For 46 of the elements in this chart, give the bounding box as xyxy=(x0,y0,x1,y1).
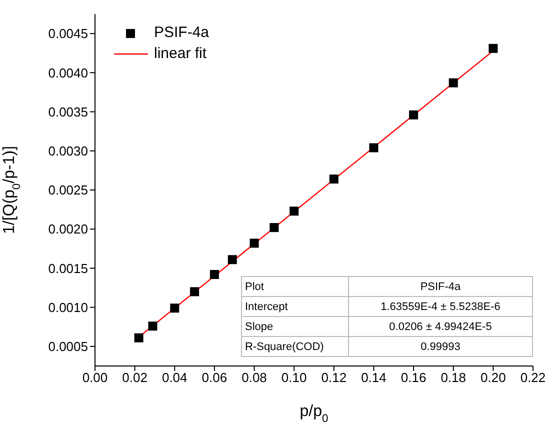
x-tick-label: 0.08 xyxy=(242,370,267,386)
annotation: PSIF-4a xyxy=(348,276,532,296)
point xyxy=(448,78,458,88)
point xyxy=(409,110,418,120)
x-axis-title: p/p$_{0}$ xyxy=(300,403,328,424)
annotation: Plot xyxy=(242,276,348,296)
point xyxy=(190,287,200,296)
y-tick-label: 0.0010 xyxy=(48,300,88,315)
annotation: 1.63559E-4 ± 5.5238E-6 xyxy=(348,296,532,316)
legend-label: linear fit xyxy=(154,44,207,64)
point xyxy=(250,238,259,248)
point xyxy=(210,270,219,279)
x-tick-label: 0.10 xyxy=(281,370,307,386)
point xyxy=(270,223,279,232)
x-tick-label: 0.06 xyxy=(202,370,228,386)
point xyxy=(228,255,237,264)
y-tick-label: 0.0005 xyxy=(48,339,88,354)
x-tick-label: 0.16 xyxy=(400,370,426,386)
annotation: Intercept xyxy=(242,296,348,316)
x-tick-label: 0.18 xyxy=(440,370,466,386)
annotation: R-Square(COD) xyxy=(242,336,348,356)
point xyxy=(369,143,378,152)
y-tick-label: 0.0045 xyxy=(48,26,88,42)
x-tick-label: 0.12 xyxy=(321,370,347,386)
y-tick-label: 0.0040 xyxy=(48,65,88,80)
point xyxy=(134,333,144,342)
annotation: 0.0206 ± 4.99424E-5 xyxy=(348,316,532,336)
point xyxy=(148,322,158,331)
x-tick-label: 0.22 xyxy=(520,370,546,386)
x-tick-label: 0.14 xyxy=(361,370,386,386)
y-tick-label: 0.0030 xyxy=(48,144,88,159)
point xyxy=(329,174,338,184)
y-tick-label: 0.0035 xyxy=(48,104,88,120)
point xyxy=(488,44,498,53)
x-tick-label: 0.00 xyxy=(82,370,108,386)
point xyxy=(290,206,299,216)
point xyxy=(170,304,180,313)
x-tick-label: 0.04 xyxy=(162,370,188,386)
x-tick-label: 0.02 xyxy=(122,370,148,386)
y-tick-label: 0.0025 xyxy=(48,182,88,198)
annotation: 0.99993 xyxy=(348,336,532,356)
legend-label: PSIF-4a xyxy=(154,23,210,43)
y-tick-label: 0.0015 xyxy=(48,260,88,276)
y-tick-label: 0.0020 xyxy=(48,222,88,237)
annotation: Slope xyxy=(242,316,348,336)
x-tick-label: 0.20 xyxy=(480,370,506,386)
